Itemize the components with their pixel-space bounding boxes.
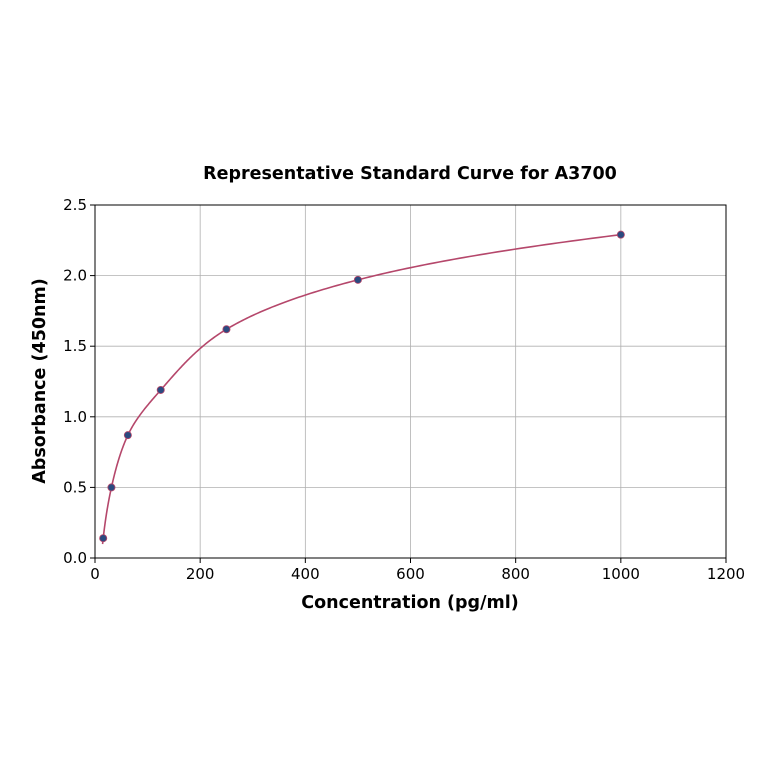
data-point: [222, 325, 231, 334]
x-tick-label: 1200: [707, 565, 745, 583]
y-tick-label: 2.5: [63, 196, 87, 214]
x-axis-label: Concentration (pg/ml): [301, 593, 518, 613]
chart-title: Representative Standard Curve for A3700: [203, 164, 617, 184]
data-points: [99, 230, 625, 543]
data-point: [156, 385, 165, 394]
x-tick-label: 1000: [602, 565, 640, 583]
x-tick-label: 600: [396, 565, 425, 583]
data-point: [107, 483, 116, 492]
x-tick-label: 0: [90, 565, 100, 583]
y-tick-label: 2.0: [63, 267, 87, 285]
y-axis: 0.0 0.5 1.0 1.5 2.0 2.5: [63, 196, 95, 567]
y-tick-label: 0.5: [63, 478, 87, 496]
x-tick-label: 400: [291, 565, 320, 583]
data-point: [99, 534, 108, 543]
grid: [94, 204, 727, 559]
data-point: [123, 431, 132, 440]
y-tick-label: 1.0: [63, 408, 87, 426]
x-tick-label: 200: [186, 565, 215, 583]
data-point: [353, 275, 362, 284]
y-tick-label: 1.5: [63, 337, 87, 355]
y-axis-label: Absorbance (450nm): [30, 278, 50, 484]
y-tick-label: 0.0: [63, 549, 87, 567]
x-axis: 0 200 400 600 800 1000 1200: [90, 558, 745, 583]
x-tick-label: 800: [501, 565, 530, 583]
data-point: [616, 230, 625, 239]
